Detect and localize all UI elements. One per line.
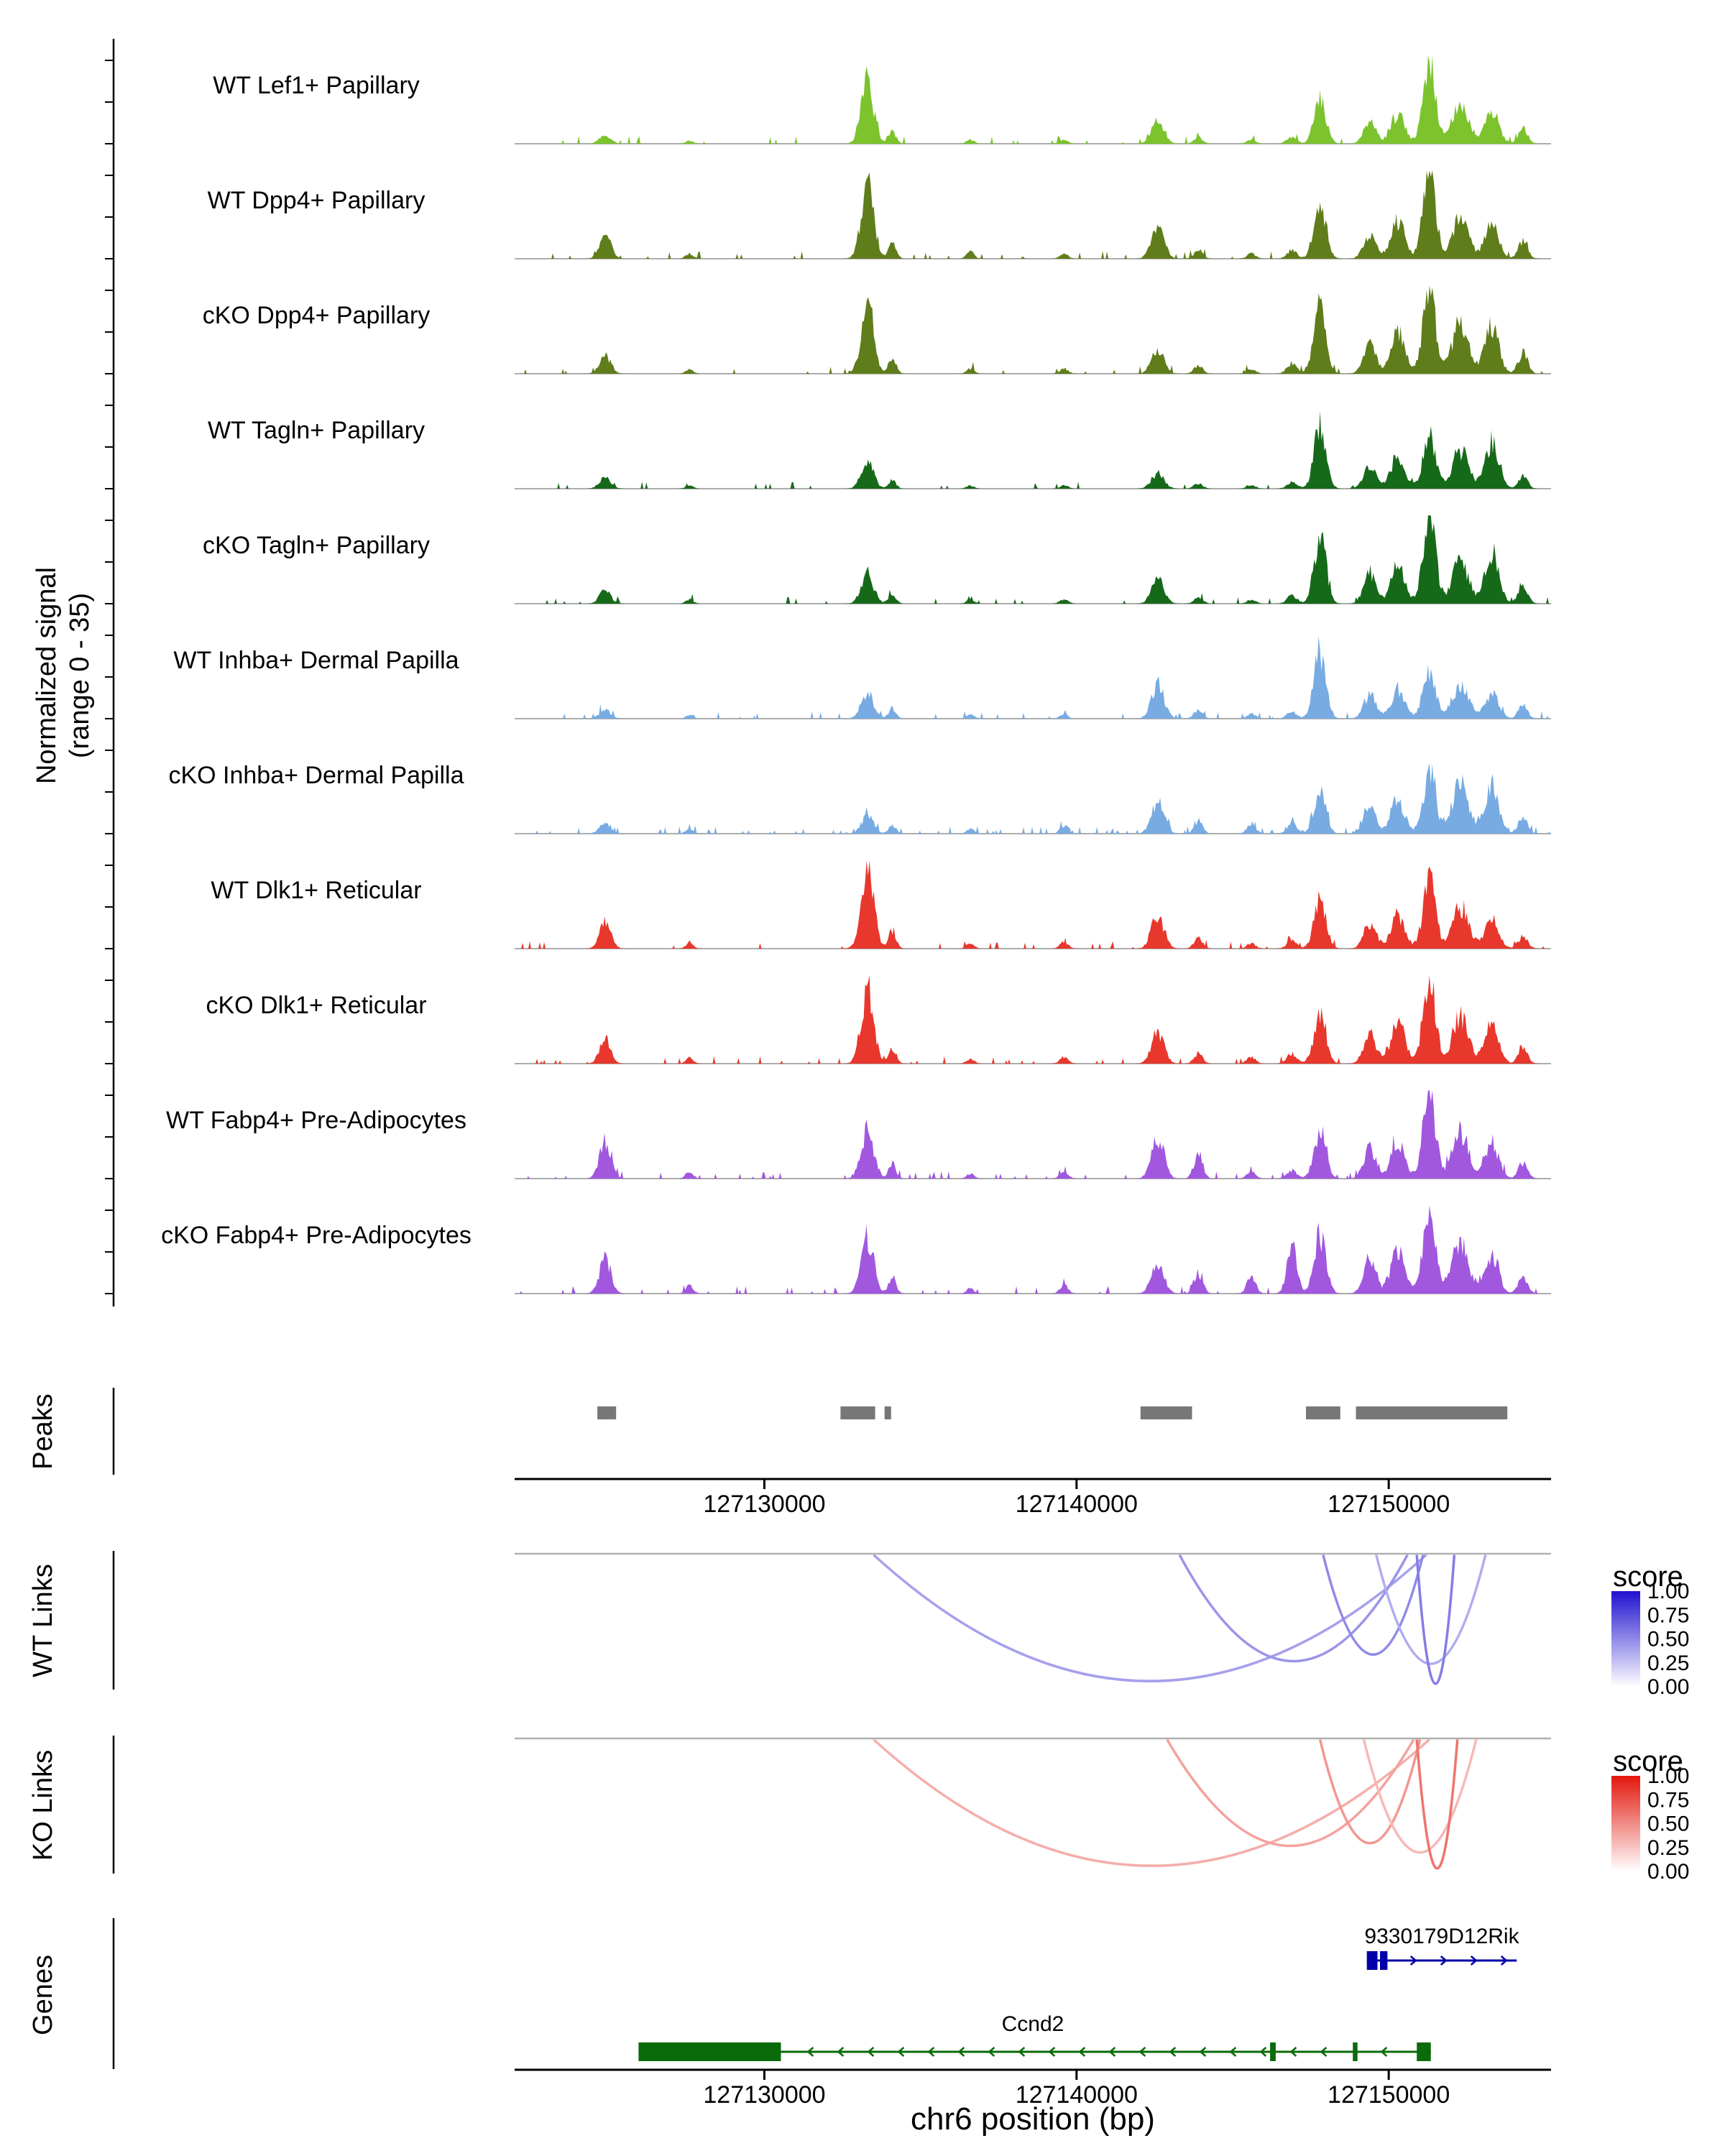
signal-area-track-3 bbox=[515, 410, 1551, 489]
gene-exon bbox=[1366, 1951, 1378, 1970]
ko-links-legend-title: score bbox=[1613, 1746, 1683, 1777]
gene-strand-arrow bbox=[1409, 1955, 1417, 1966]
legend-tick-label: 0.50 bbox=[1647, 1812, 1689, 1836]
gene-exon bbox=[1417, 2042, 1431, 2061]
signal-area-track-5 bbox=[515, 636, 1551, 719]
x-axis-tick-label: 127150000 bbox=[1328, 2081, 1450, 2109]
gene-strand-arrow bbox=[1018, 2047, 1026, 2057]
signal-area-track-10 bbox=[515, 1205, 1551, 1294]
x-axis-title: chr6 position (bp) bbox=[911, 2101, 1155, 2137]
legend-tick-label: 0.00 bbox=[1647, 1675, 1689, 1699]
track-label: cKO Fabp4+ Pre-Adipocytes bbox=[161, 1222, 472, 1249]
wt-links-legend-title: score bbox=[1613, 1561, 1683, 1593]
legend-tick-label: 0.75 bbox=[1647, 1603, 1689, 1627]
x-axis-tick-label: 127130000 bbox=[703, 2081, 825, 2109]
gene-strand-arrow bbox=[867, 2047, 875, 2057]
link-arc bbox=[1178, 1554, 1409, 1663]
track-label: WT Fabp4+ Pre-Adipocytes bbox=[166, 1107, 466, 1134]
gene-strand-arrow bbox=[1380, 2047, 1388, 2057]
x-axis-tick-label: 127140000 bbox=[1016, 1491, 1138, 1518]
track-label: cKO Inhba+ Dermal Papilla bbox=[168, 762, 464, 789]
signal-area-track-6 bbox=[515, 763, 1551, 834]
gene-strand-arrow bbox=[988, 2047, 995, 2057]
gene-name-label: Ccnd2 bbox=[1002, 2012, 1064, 2036]
gene-strand-arrow bbox=[1229, 2047, 1237, 2057]
gene-strand-arrow bbox=[957, 2047, 965, 2057]
legend-tick-label: 0.00 bbox=[1647, 1860, 1689, 1884]
link-arc bbox=[1318, 1739, 1422, 1845]
legend-tick-label: 1.00 bbox=[1647, 1580, 1689, 1603]
signal-area-track-4 bbox=[515, 515, 1551, 604]
signal-area-track-2 bbox=[515, 285, 1551, 374]
peak-region bbox=[1140, 1406, 1192, 1419]
link-arc bbox=[1166, 1738, 1415, 1848]
signal-area-track-0 bbox=[515, 55, 1551, 144]
score-legend-gradient bbox=[1611, 1591, 1640, 1687]
ko-links-panel-title: KO Links bbox=[28, 1749, 58, 1861]
legend-tick-label: 1.00 bbox=[1647, 1764, 1689, 1788]
gene-strand-arrow bbox=[897, 2047, 905, 2057]
signal-area-track-8 bbox=[515, 975, 1551, 1064]
track-label: WT Tagln+ Papillary bbox=[208, 417, 425, 444]
track-label: WT Inhba+ Dermal Papilla bbox=[173, 647, 459, 674]
link-arc bbox=[873, 1554, 1427, 1682]
gene-strand-arrow bbox=[1169, 2047, 1177, 2057]
peak-region bbox=[1306, 1406, 1340, 1419]
link-arc bbox=[1362, 1739, 1478, 1854]
y-axis-title-line2: (range 0 - 35) bbox=[65, 592, 95, 759]
peak-region bbox=[884, 1406, 891, 1419]
x-axis-tick-label: 127150000 bbox=[1328, 1491, 1450, 1518]
legend-tick-label: 0.25 bbox=[1647, 1836, 1689, 1860]
y-axis-title-line1: Normalized signal bbox=[32, 567, 62, 785]
link-arc bbox=[1322, 1554, 1425, 1656]
track-label: WT Lef1+ Papillary bbox=[213, 72, 420, 99]
gene-exon bbox=[1270, 2042, 1276, 2061]
x-axis-tick-label: 127140000 bbox=[1016, 2081, 1138, 2109]
track-label: WT Dlk1+ Reticular bbox=[211, 877, 421, 904]
link-arc bbox=[1415, 1554, 1456, 1685]
link-arc bbox=[873, 1738, 1430, 1867]
gene-exon bbox=[638, 2042, 781, 2061]
signal-area-track-7 bbox=[515, 860, 1551, 949]
signal-area-track-1 bbox=[515, 170, 1551, 259]
y-axis-title: Normalized signal (range 0 - 35) bbox=[30, 388, 96, 963]
gene-exon bbox=[1353, 2042, 1358, 2061]
x-axis-tick-label: 127130000 bbox=[703, 1491, 825, 1518]
peak-region bbox=[1356, 1406, 1508, 1419]
gene-strand-arrow bbox=[927, 2047, 935, 2057]
gene-strand-arrow bbox=[1108, 2047, 1116, 2057]
genes-panel-title: Genes bbox=[28, 1955, 58, 2035]
legend-tick-label: 0.25 bbox=[1647, 1651, 1689, 1675]
gene-strand-arrow bbox=[1048, 2047, 1056, 2057]
gene-strand-arrow bbox=[806, 2047, 814, 2057]
legend-tick-label: 0.50 bbox=[1647, 1628, 1689, 1651]
gene-strand-arrow bbox=[1289, 2047, 1297, 2057]
gene-strand-arrow bbox=[1259, 2047, 1267, 2057]
peak-region bbox=[840, 1406, 875, 1419]
gene-strand-arrow bbox=[1440, 1955, 1448, 1966]
wt-links-panel-title: WT Links bbox=[28, 1564, 58, 1677]
track-label: cKO Dpp4+ Papillary bbox=[203, 302, 431, 329]
gene-strand-arrow bbox=[1199, 2047, 1207, 2057]
peak-region bbox=[597, 1406, 617, 1419]
gene-name-label: 9330179D12Rik bbox=[1364, 1925, 1519, 1948]
signal-area-track-9 bbox=[515, 1090, 1551, 1179]
track-label: WT Dpp4+ Papillary bbox=[208, 187, 426, 214]
track-label: cKO Tagln+ Papillary bbox=[203, 532, 430, 559]
track-label: cKO Dlk1+ Reticular bbox=[206, 992, 426, 1019]
score-legend-gradient bbox=[1611, 1776, 1640, 1871]
gene-strand-arrow bbox=[1500, 1955, 1508, 1966]
gene-strand-arrow bbox=[1078, 2047, 1086, 2057]
link-arc bbox=[1415, 1739, 1459, 1870]
gene-strand-arrow bbox=[1320, 2047, 1328, 2057]
gene-strand-arrow bbox=[1470, 1955, 1478, 1966]
gene-strand-arrow bbox=[1138, 2047, 1146, 2057]
legend-tick-label: 0.75 bbox=[1647, 1788, 1689, 1812]
gene-exon bbox=[1380, 1951, 1388, 1970]
gene-strand-arrow bbox=[837, 2047, 845, 2057]
link-arc bbox=[1375, 1554, 1487, 1665]
peaks-panel-title: Peaks bbox=[28, 1393, 58, 1470]
